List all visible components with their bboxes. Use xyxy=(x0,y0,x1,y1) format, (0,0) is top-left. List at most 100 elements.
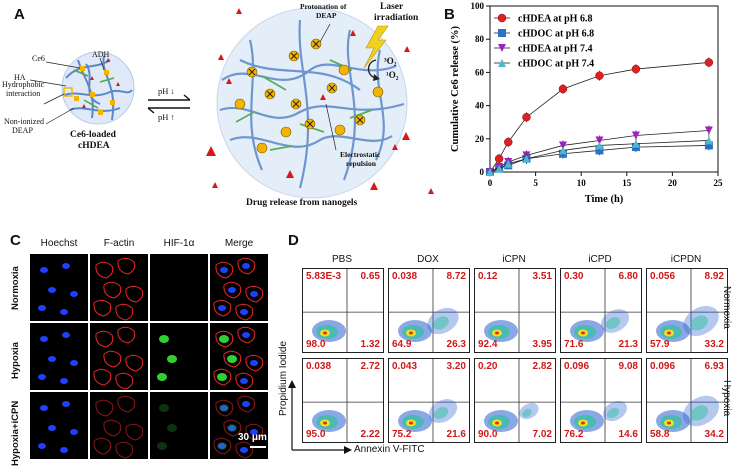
drug-release-caption: Drug release from nanogels xyxy=(246,198,358,208)
x-tick-label: 25 xyxy=(714,178,724,188)
ph-up-label: pH ↑ xyxy=(158,112,175,122)
ph-down-label: pH ↓ xyxy=(158,86,175,96)
irradiation-label: irradiation xyxy=(374,13,419,23)
micrograph-cell xyxy=(150,254,208,321)
quadrant-value: 0.096 xyxy=(564,361,590,372)
quadrant-value: 5.83E-3 xyxy=(306,271,342,282)
quadrant-value: 21.6 xyxy=(446,429,466,440)
flow-plot: 0.043 3.20 75.2 21.6 xyxy=(388,358,470,443)
ce6-label: Ce6 xyxy=(32,54,45,63)
panel-label-b: B xyxy=(444,6,455,23)
quadrant-value: 9.08 xyxy=(618,361,638,372)
quadrant-value: 3.95 xyxy=(532,339,552,350)
data-point xyxy=(704,58,714,67)
flow-plot: 0.30 6.80 71.6 21.3 xyxy=(560,268,642,353)
quadrant-value: 3.20 xyxy=(446,361,466,372)
quadrant-value: 26.3 xyxy=(446,339,466,350)
y-tick-label: 20 xyxy=(475,134,485,144)
quadrant-value: 2.72 xyxy=(360,361,380,372)
schematic-diagram xyxy=(29,7,434,199)
micro-column-header: Merge xyxy=(224,238,254,249)
data-point xyxy=(558,84,568,94)
quadrant-value: 21.3 xyxy=(618,339,638,350)
y-axis-title: Cumulative Ce6 release (%) xyxy=(450,25,461,152)
flow-column-header: iCPD xyxy=(588,254,612,265)
data-point xyxy=(595,141,604,150)
flow-column-header: iCPN xyxy=(502,254,526,265)
quadrant-value: 0.65 xyxy=(360,271,380,282)
flow-plot: 0.038 8.72 64.9 26.3 xyxy=(388,268,470,353)
large-nanogel xyxy=(216,7,408,199)
quadrant-value: 95.0 xyxy=(306,429,326,440)
quadrant-value: 8.72 xyxy=(446,271,466,282)
flow-plot: 0.096 9.08 76.2 14.6 xyxy=(560,358,642,443)
flow-plot: 0.038 2.72 95.0 2.22 xyxy=(302,358,384,443)
micrograph-cell xyxy=(210,254,268,321)
repulsion-label: repulsion xyxy=(346,159,376,168)
flow-axis-arrows xyxy=(288,380,352,454)
deap-label: DEAP xyxy=(12,126,33,135)
quadrant-value: 8.92 xyxy=(704,271,724,282)
x-tick-label: 5 xyxy=(533,178,538,188)
data-point xyxy=(631,131,640,140)
protonation-label: Protonation of xyxy=(300,2,347,11)
y-tick-label: 40 xyxy=(475,101,485,111)
interaction-label: interaction xyxy=(6,89,41,98)
legend-marker xyxy=(498,59,506,67)
protonation-deap-label: DEAP xyxy=(316,11,337,20)
micro-row-label: Hypoxia+iCPN xyxy=(10,400,21,466)
singlet-oxygen-label: ¹O₂ xyxy=(386,70,399,80)
quadrant-value: 6.80 xyxy=(618,271,638,282)
micrograph-cell xyxy=(30,323,88,390)
data-point xyxy=(504,137,513,147)
data-point xyxy=(631,64,641,74)
quadrant-value: 2.22 xyxy=(360,429,380,440)
quadrant-value: 64.9 xyxy=(392,339,412,350)
flow-plot: 0.20 2.82 90.0 7.02 xyxy=(474,358,556,443)
flow-plot: 0.12 3.51 92.4 3.95 xyxy=(474,268,556,353)
small-nanogel xyxy=(61,51,135,125)
x-tick-label: 10 xyxy=(577,178,587,188)
plot-frame xyxy=(489,5,719,173)
equilibrium-arrows xyxy=(147,94,191,114)
x-axis-label: Annexin V-FITC xyxy=(354,444,425,455)
micrograph-cell xyxy=(30,254,88,321)
x-tick-label: 15 xyxy=(622,178,632,188)
legend-marker xyxy=(497,13,507,23)
laser-label: Laser xyxy=(380,2,404,12)
ce6-loaded-label: Ce6-loaded xyxy=(70,130,116,140)
quadrant-value: 98.0 xyxy=(306,339,326,350)
quadrant-value: 0.30 xyxy=(564,271,584,282)
quadrant-value: 2.82 xyxy=(532,361,552,372)
micrograph-cell xyxy=(210,392,268,459)
data-point xyxy=(522,154,531,163)
legend-entry: cHDOC at pH 6.8 xyxy=(518,29,594,40)
flow-column-header: iCPDN xyxy=(670,254,702,265)
flow-row-label: Hypoxia xyxy=(721,380,732,417)
data-point xyxy=(595,71,604,80)
micro-row-label: Hypoxia xyxy=(10,341,21,379)
quadrant-value: 0.20 xyxy=(478,361,498,372)
release-chart: 0 5 10 15 20 25 0 20 40 60 80 100 Time (h) Cumulative… xyxy=(450,1,724,205)
flow-column-header: PBS xyxy=(331,254,352,265)
quadrant-value: 0.038 xyxy=(306,361,332,372)
legend-marker xyxy=(498,29,506,37)
data-point xyxy=(631,139,640,148)
data-point xyxy=(704,126,713,135)
x-tick-label: 20 xyxy=(668,178,678,188)
quadrant-value: 6.93 xyxy=(704,361,724,372)
legend-entry: cHDEA at pH 6.8 xyxy=(518,14,592,25)
legend-marker xyxy=(498,44,506,52)
panel-label-a: A xyxy=(14,6,25,23)
flow-plot: 5.83E-3 0.65 98.0 1.32 xyxy=(302,268,384,353)
released-drug-markers xyxy=(206,8,434,194)
panel-label-c: C xyxy=(10,232,21,249)
quadrant-value: 33.2 xyxy=(704,339,724,350)
quadrant-value: 14.6 xyxy=(618,429,638,440)
data-point xyxy=(504,159,513,168)
quadrant-value: 92.4 xyxy=(478,339,498,350)
data-point xyxy=(558,146,567,155)
data-point xyxy=(495,164,504,173)
data-point xyxy=(486,168,494,176)
micrograph-cell xyxy=(90,323,148,390)
